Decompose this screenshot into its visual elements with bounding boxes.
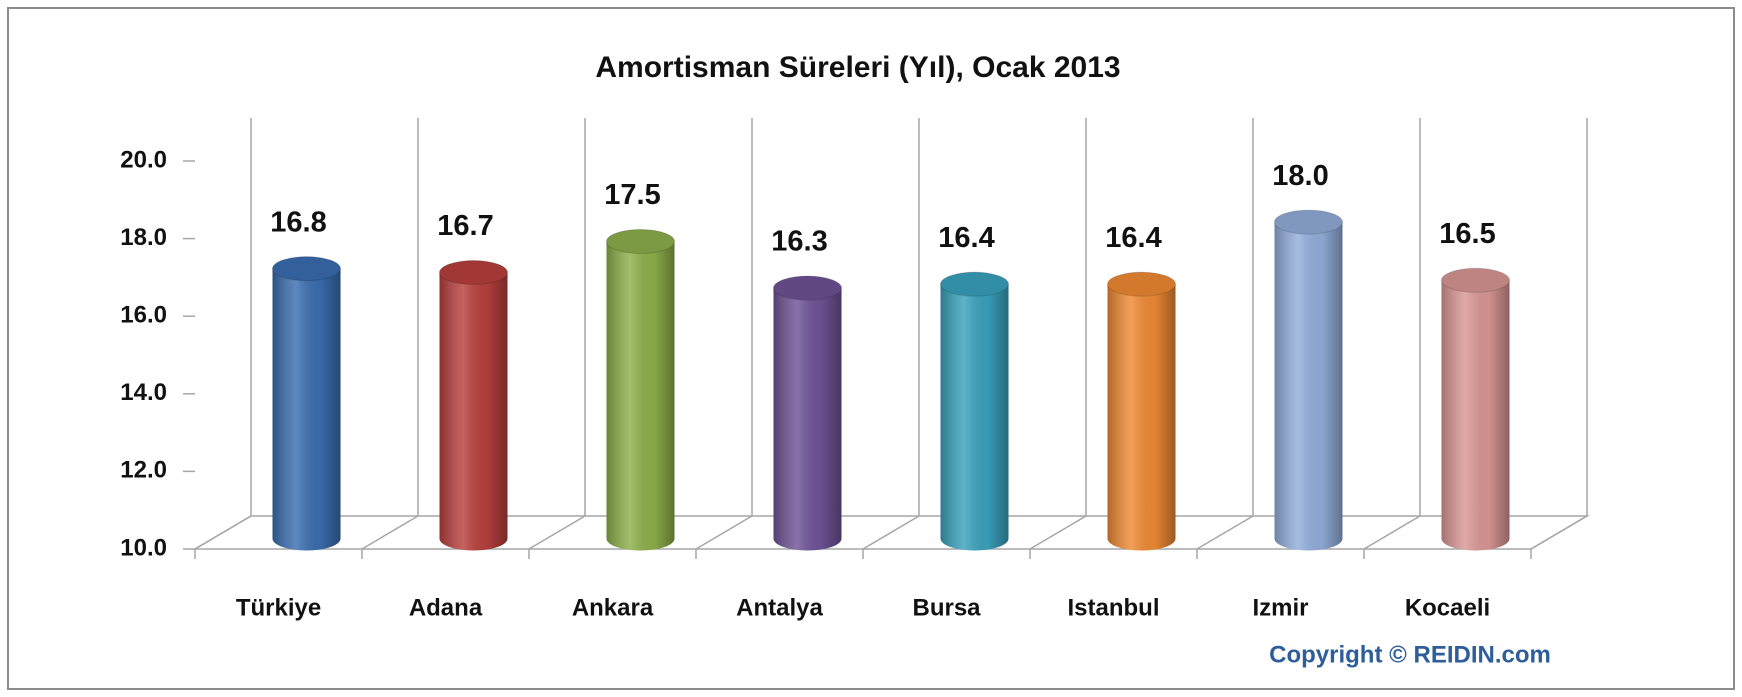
value-label: 16.7	[437, 210, 493, 242]
x-tick-label: Istanbul	[1067, 594, 1159, 621]
x-tick-label: Izmir	[1252, 594, 1308, 621]
bar-top-shade	[1441, 268, 1510, 293]
chart-title: Amortisman Süreleri (Yıl), Ocak 2013	[595, 51, 1120, 84]
bar-top-shade	[1274, 210, 1343, 235]
bar-shade	[773, 288, 842, 551]
bar-top	[940, 271, 1009, 297]
bar-shade	[606, 241, 675, 551]
bar-top	[773, 275, 842, 301]
x-tick-label: Bursa	[912, 594, 981, 621]
bar-shade	[1274, 222, 1343, 551]
bar-top	[1441, 267, 1510, 293]
x-tick-label: Adana	[409, 594, 483, 621]
bar-top-shade	[606, 229, 675, 254]
y-tick-label: 16.0	[120, 302, 167, 329]
value-label: 16.4	[938, 222, 994, 254]
bar-top-shade	[773, 276, 842, 301]
y-tick-label: 10.0	[120, 534, 167, 561]
floor-divider	[528, 515, 586, 550]
floor-divider	[1029, 515, 1087, 550]
y-tick-label: 20.0	[120, 146, 167, 173]
bar-top-shade	[272, 256, 341, 281]
y-tick-label: 12.0	[120, 457, 167, 484]
floor-divider	[1196, 515, 1254, 550]
value-label: 16.3	[771, 226, 827, 258]
value-label: 16.5	[1439, 218, 1495, 250]
floor-divider	[695, 515, 753, 550]
value-label: 18.0	[1272, 160, 1328, 192]
x-tick-label: Antalya	[736, 594, 823, 621]
bar-top	[606, 229, 675, 254]
floor-divider	[862, 515, 920, 550]
bar-top	[272, 256, 341, 282]
y-tick-label: 14.0	[120, 379, 167, 406]
value-label: 16.4	[1105, 222, 1161, 254]
bar-shade	[439, 272, 508, 551]
bar-shade	[272, 268, 341, 551]
copyright: Copyright © REIDIN.com	[1269, 641, 1551, 668]
y-tick-label: 18.0	[120, 224, 167, 251]
bar-top	[439, 260, 508, 286]
value-label: 17.5	[604, 179, 660, 211]
floor-divider	[1530, 515, 1588, 550]
x-tick-label: Kocaeli	[1405, 594, 1490, 621]
x-tick-label: Ankara	[572, 594, 654, 621]
value-label: 16.8	[270, 206, 326, 238]
bar-shade	[1441, 280, 1510, 551]
bar-top-shade	[1107, 272, 1176, 297]
floor-divider	[194, 515, 252, 550]
x-tick-label: Türkiye	[236, 594, 321, 621]
bar-top	[1274, 209, 1343, 235]
floor-divider	[1363, 515, 1421, 550]
bar-top-shade	[940, 272, 1009, 297]
bar-shade	[940, 284, 1009, 551]
bar-shade	[1107, 284, 1176, 551]
bar-top-shade	[439, 260, 508, 285]
floor-divider	[361, 515, 419, 550]
bar-top	[1107, 271, 1176, 297]
